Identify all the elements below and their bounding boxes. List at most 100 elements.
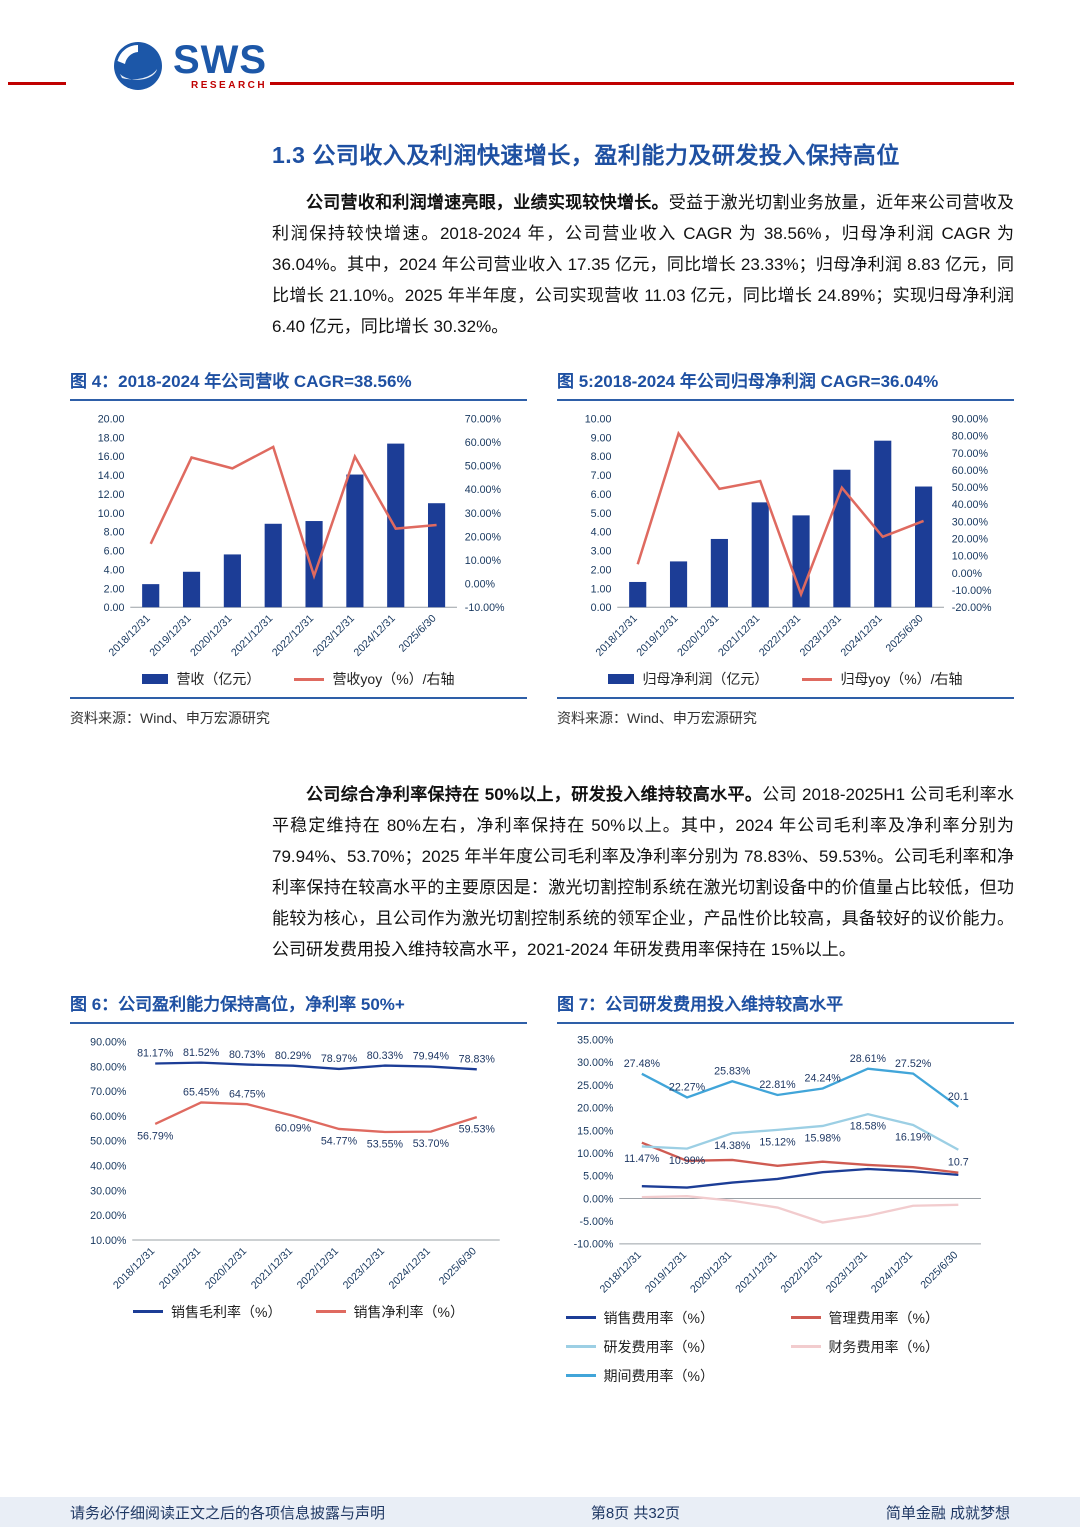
net-profit-bar-line-chart: 0.00 1.00 2.00 3.00 4.00 5.00 6.00 7.00 8.00 9.00… (585, 413, 992, 658)
svg-text:18.00: 18.00 (98, 432, 125, 444)
legend-item: 营收（亿元） (142, 669, 260, 689)
svg-text:22.81%: 22.81% (759, 1079, 796, 1091)
sws-logo-icon (114, 42, 162, 90)
svg-text:54.77%: 54.77% (321, 1135, 358, 1147)
svg-text:78.97%: 78.97% (321, 1053, 358, 1065)
legend-label: 归母净利润（亿元） (642, 671, 769, 688)
legend-item: 营收yoy（%）/右轴 (294, 669, 455, 689)
svg-text:2022/12/31: 2022/12/31 (295, 1245, 341, 1291)
svg-text:2024/12/31: 2024/12/31 (839, 612, 885, 658)
legend-item: 归母yoy（%）/右轴 (802, 669, 963, 689)
expense-ratio-line-chart: -10.00% -5.00% 0.00% 5.00% 10.00% 15.00% 20.00… (574, 1034, 981, 1295)
svg-text:53.70%: 53.70% (413, 1138, 450, 1150)
svg-text:80.00%: 80.00% (952, 430, 989, 442)
svg-text:2018/12/31: 2018/12/31 (107, 612, 153, 658)
svg-text:4.00: 4.00 (591, 526, 612, 538)
legend-item: 销售净利率（%） (315, 1302, 464, 1322)
svg-text:2024/12/31: 2024/12/31 (869, 1249, 915, 1295)
legend-label: 销售费用率（%） (603, 1309, 714, 1326)
legend-label: 期间费用率（%） (603, 1367, 714, 1384)
margin-line-chart: 10.00% 20.00% 30.00% 40.00% 50.00% 60.00% 70.0… (90, 1036, 500, 1291)
svg-text:14.00: 14.00 (98, 470, 125, 482)
figure-4-source: 资料来源：Wind、申万宏源研究 (70, 697, 527, 728)
sws-logo-text: SWS RESEARCH (173, 38, 268, 91)
svg-text:10.99%: 10.99% (669, 1155, 706, 1167)
legend-item: 销售毛利率（%） (133, 1302, 282, 1322)
page-footer: 请务必仔细阅读正文之后的各项信息披露与声明 第8页 共32页 简单金融 成就梦想 (0, 1497, 1080, 1527)
svg-text:6.00: 6.00 (591, 489, 612, 501)
legend-item: 财务费用率（%） (790, 1337, 1006, 1357)
legend-item: 归母净利润（亿元） (608, 669, 768, 689)
svg-text:40.00%: 40.00% (952, 499, 989, 511)
footer-disclaimer: 请务必仔细阅读正文之后的各项信息披露与声明 (70, 1504, 386, 1522)
line-swatch-icon (790, 1345, 821, 1349)
line-swatch-icon (565, 1345, 596, 1349)
logo-sub: RESEARCH (191, 80, 268, 91)
line-swatch-icon (565, 1374, 596, 1378)
svg-text:2021/12/31: 2021/12/31 (733, 1249, 779, 1295)
svg-text:90.00%: 90.00% (90, 1036, 127, 1048)
svg-text:70.00%: 70.00% (465, 413, 502, 425)
svg-text:2021/12/31: 2021/12/31 (716, 612, 762, 658)
legend-item: 期间费用率（%） (565, 1366, 781, 1386)
legend-item: 管理费用率（%） (790, 1308, 1006, 1328)
svg-text:2023/12/31: 2023/12/31 (824, 1249, 870, 1295)
svg-text:50.00%: 50.00% (465, 460, 502, 472)
logo-brand: SWS (173, 38, 268, 82)
svg-text:2024/12/31: 2024/12/31 (387, 1245, 433, 1291)
figure-7: 图 7：公司研发费用投入维持较高水平 -10.00% -5.00% 0.00% 5.0… (557, 990, 1014, 1386)
svg-text:10.00%: 10.00% (577, 1148, 614, 1160)
svg-text:2019/12/31: 2019/12/31 (157, 1245, 203, 1291)
svg-text:10.7: 10.7 (948, 1156, 969, 1168)
svg-text:2020/12/31: 2020/12/31 (188, 612, 234, 658)
svg-text:15.12%: 15.12% (759, 1136, 796, 1148)
svg-text:16.19%: 16.19% (895, 1131, 932, 1143)
svg-text:59.53%: 59.53% (459, 1123, 496, 1135)
paragraph-lead: 公司综合净利率保持在 50%以上，研发投入维持较高水平。 (306, 785, 763, 805)
line-swatch-icon (802, 677, 833, 681)
legend-item: 研发费用率（%） (565, 1337, 781, 1357)
svg-text:-10.00%: -10.00% (465, 602, 505, 614)
svg-text:3.00: 3.00 (591, 545, 612, 557)
footer-page-number: 第8页 共32页 (590, 1504, 681, 1522)
svg-text:28.61%: 28.61% (850, 1053, 887, 1065)
svg-text:53.55%: 53.55% (367, 1138, 404, 1150)
svg-text:2023/12/31: 2023/12/31 (798, 612, 844, 658)
legend-label: 销售净利率（%） (353, 1303, 464, 1320)
figure-4: 图 4：2018-2024 年公司营收 CAGR=38.56% 0.00 2.00… (70, 367, 527, 728)
svg-text:70.00%: 70.00% (952, 447, 989, 459)
svg-text:2019/12/31: 2019/12/31 (634, 612, 680, 658)
svg-text:9.00: 9.00 (591, 432, 612, 444)
svg-text:78.83%: 78.83% (459, 1053, 496, 1065)
svg-text:14.38%: 14.38% (714, 1140, 751, 1152)
svg-text:40.00%: 40.00% (90, 1160, 127, 1172)
figure-6: 图 6：公司盈利能力保持高位，净利率 50%+ 10.00% 20.00% 30.0… (70, 990, 527, 1386)
svg-text:5.00%: 5.00% (583, 1170, 614, 1182)
svg-text:2022/12/31: 2022/12/31 (757, 612, 803, 658)
svg-text:90.00%: 90.00% (952, 413, 989, 425)
svg-text:80.73%: 80.73% (229, 1049, 266, 1061)
svg-text:80.33%: 80.33% (367, 1050, 404, 1062)
svg-text:5.00: 5.00 (591, 508, 612, 520)
svg-text:2020/12/31: 2020/12/31 (688, 1249, 734, 1295)
line-swatch-icon (133, 1310, 164, 1314)
svg-text:-10.00%: -10.00% (952, 585, 992, 597)
svg-text:2025/6/30: 2025/6/30 (397, 612, 439, 654)
svg-text:0.00%: 0.00% (583, 1193, 614, 1205)
svg-text:20.00: 20.00 (98, 413, 125, 425)
footer-slogan: 简单金融 成就梦想 (885, 1504, 1010, 1522)
svg-text:20.00%: 20.00% (90, 1210, 127, 1222)
svg-text:8.00: 8.00 (104, 526, 125, 538)
svg-text:2020/12/31: 2020/12/31 (675, 612, 721, 658)
figure-row-1: 图 4：2018-2024 年公司营收 CAGR=38.56% 0.00 2.00… (70, 367, 1014, 728)
svg-text:2.00: 2.00 (591, 564, 612, 576)
line-swatch-icon (294, 677, 325, 681)
svg-text:2025/6/30: 2025/6/30 (884, 612, 926, 654)
figure-row-2: 图 6：公司盈利能力保持高位，净利率 50%+ 10.00% 20.00% 30.0… (70, 990, 1014, 1386)
paragraph-revenue-growth: 公司营收和利润增速亮眼，业绩实现较快增长。受益于激光切割业务放量，近年来公司营收… (272, 188, 1014, 343)
svg-text:10.00: 10.00 (585, 413, 612, 425)
legend-label: 管理费用率（%） (828, 1309, 939, 1326)
svg-text:2020/12/31: 2020/12/31 (203, 1245, 249, 1291)
svg-text:30.00%: 30.00% (952, 516, 989, 528)
svg-text:0.00%: 0.00% (465, 578, 496, 590)
